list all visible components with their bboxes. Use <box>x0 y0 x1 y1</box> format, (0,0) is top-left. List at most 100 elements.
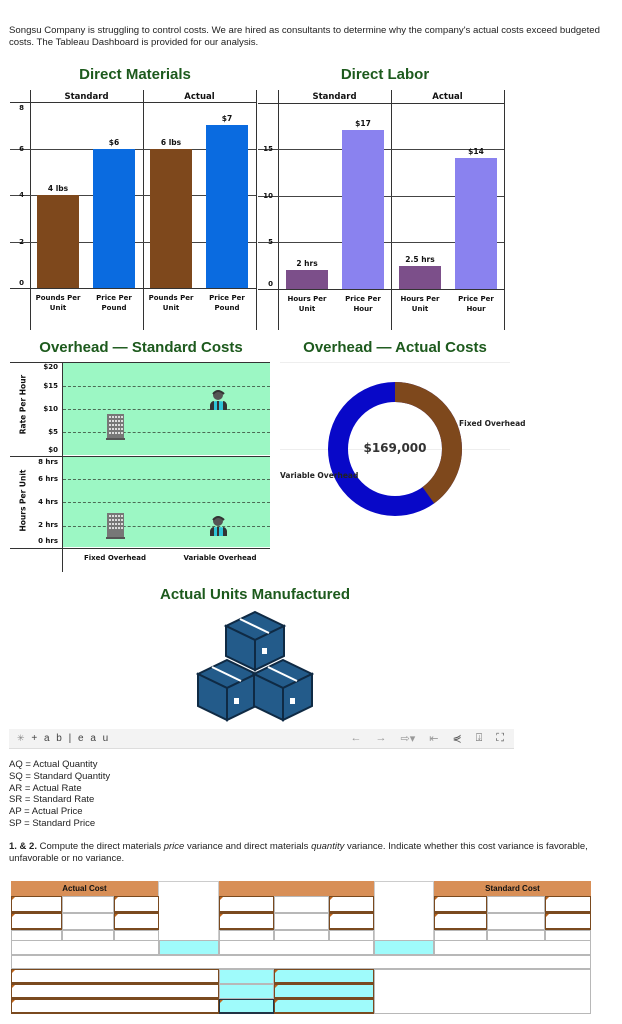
panel-standard: Standard <box>64 92 109 102</box>
operator-cell <box>487 913 545 930</box>
variance-label-select[interactable] <box>11 969 219 984</box>
result-row-cell <box>11 940 159 955</box>
input-cell[interactable] <box>434 896 487 913</box>
panel-standard: Standard <box>312 92 357 102</box>
price-variance-output[interactable] <box>159 940 219 955</box>
result-row-cell <box>219 940 374 955</box>
revert-icon[interactable]: ⇨▾ <box>400 733 416 745</box>
hours-tick: 8 hrs <box>38 458 58 466</box>
rate-tick: $0 <box>48 446 58 454</box>
header-standard-cost: Standard Cost <box>434 881 591 896</box>
bar-act-pounds[interactable] <box>150 149 192 288</box>
variance-type-select[interactable] <box>274 984 374 999</box>
tableau-toolbar: ✳ + a b | e a u ← → ⇨▾ ⇤ ⋞ ⍗ ⛶ <box>9 729 514 749</box>
header-actual-cost: Actual Cost <box>11 881 158 896</box>
operator-cell <box>62 913 114 930</box>
worker-icon[interactable] <box>209 515 229 536</box>
input-cell[interactable] <box>11 896 62 913</box>
bar-value-label: $6 <box>108 138 120 147</box>
bar-act-price[interactable] <box>455 158 497 289</box>
legend-item: SP = Standard Price <box>9 817 96 829</box>
y-tick: 4 <box>19 191 24 199</box>
bar-std-price[interactable] <box>342 130 384 289</box>
input-cell[interactable] <box>114 896 159 913</box>
variance-amount-input[interactable] <box>219 999 274 1014</box>
y-tick: 8 <box>19 104 24 112</box>
rate-tick: $5 <box>48 428 58 436</box>
x-label: Price Per Hour <box>458 295 494 313</box>
panel-actual: Actual <box>432 92 463 102</box>
building-icon[interactable] <box>106 414 125 440</box>
quantity-variance-output[interactable] <box>374 940 434 955</box>
rate-tick: $15 <box>43 382 58 390</box>
redo-icon[interactable]: → <box>375 732 387 744</box>
bar-value-label: 4 lbs <box>47 184 69 193</box>
variance-type-select[interactable] <box>274 999 374 1014</box>
input-cell[interactable] <box>11 913 62 930</box>
intro-text: Songsu Company is struggling to control … <box>9 25 600 48</box>
download-icon[interactable]: ⍗ <box>475 732 483 744</box>
y-tick: 2 <box>19 238 24 246</box>
boxes-icon <box>196 610 314 722</box>
hours-tick: 2 hrs <box>38 521 58 529</box>
reset-icon[interactable]: ⇤ <box>429 733 439 745</box>
x-label: Price Per Pound <box>209 294 245 312</box>
bar-value-label: $17 <box>355 119 371 128</box>
x-label: Price Per Hour <box>345 295 381 313</box>
input-cell[interactable] <box>329 913 374 930</box>
legend-item: SQ = Standard Quantity <box>9 770 111 782</box>
input-cell[interactable] <box>219 896 274 913</box>
input-cell[interactable] <box>545 896 591 913</box>
y-tick: 0 <box>268 280 273 288</box>
input-cell[interactable] <box>219 913 274 930</box>
panel-actual: Actual <box>184 92 215 102</box>
undo-icon[interactable]: ← <box>350 732 362 744</box>
direct-labor-title: Direct Labor <box>340 66 430 83</box>
separator-row <box>11 955 591 969</box>
variance-label-select[interactable] <box>11 984 219 999</box>
bar-value-label: $7 <box>221 114 233 123</box>
input-cell[interactable] <box>329 896 374 913</box>
hours-tick: 0 hrs <box>38 537 58 545</box>
y-tick: 6 <box>19 145 24 153</box>
operator-cell <box>274 913 329 930</box>
question-text: 1. & 2. Compute the direct materials pri… <box>9 841 588 864</box>
result-row-cell <box>434 940 591 955</box>
x-label: Hours Per Unit <box>287 295 327 313</box>
variance-type-select[interactable] <box>274 969 374 984</box>
input-cell[interactable] <box>434 913 487 930</box>
tableau-logo[interactable]: ✳ + a b | e a u <box>17 733 111 744</box>
variance-label-select[interactable] <box>11 999 219 1014</box>
bar-std-hours[interactable] <box>286 270 328 289</box>
donut-total: $169,000 <box>363 441 427 455</box>
x-label: Pounds Per Unit <box>35 294 81 312</box>
summary-blank <box>374 969 591 1014</box>
variance-amount-output[interactable] <box>219 969 274 984</box>
y-tick: 10 <box>263 192 273 200</box>
rate-tick: $20 <box>43 363 58 371</box>
legend-item: AQ = Actual Quantity <box>9 759 98 770</box>
fullscreen-icon[interactable]: ⛶ <box>496 732 504 744</box>
overhead-donut[interactable] <box>327 381 463 517</box>
variance-amount-output[interactable] <box>219 984 274 999</box>
y-tick: 5 <box>268 238 273 246</box>
bar-value-label: 6 lbs <box>160 138 182 147</box>
bar-std-price[interactable] <box>93 149 135 288</box>
fixed-overhead-label: Fixed Overhead <box>459 419 526 428</box>
y-tick: 0 <box>19 279 24 287</box>
worker-icon[interactable] <box>209 389 229 410</box>
operator-cell <box>62 896 114 913</box>
input-cell[interactable] <box>545 913 591 930</box>
units-title: Actual Units Manufactured <box>159 586 351 603</box>
x-label: Price Per Pound <box>96 294 132 312</box>
bar-act-price[interactable] <box>206 125 248 288</box>
overhead-actual-title: Overhead — Actual Costs <box>303 339 487 356</box>
share-icon[interactable]: ⋞ <box>452 733 462 745</box>
building-icon[interactable] <box>106 513 125 539</box>
bar-value-label: 2 hrs <box>296 259 318 268</box>
bar-value-label: 2.5 hrs <box>405 255 435 264</box>
input-cell[interactable] <box>114 913 159 930</box>
direct-materials-title: Direct Materials <box>79 66 191 83</box>
bar-std-pounds[interactable] <box>37 195 79 288</box>
bar-act-hours[interactable] <box>399 266 441 289</box>
